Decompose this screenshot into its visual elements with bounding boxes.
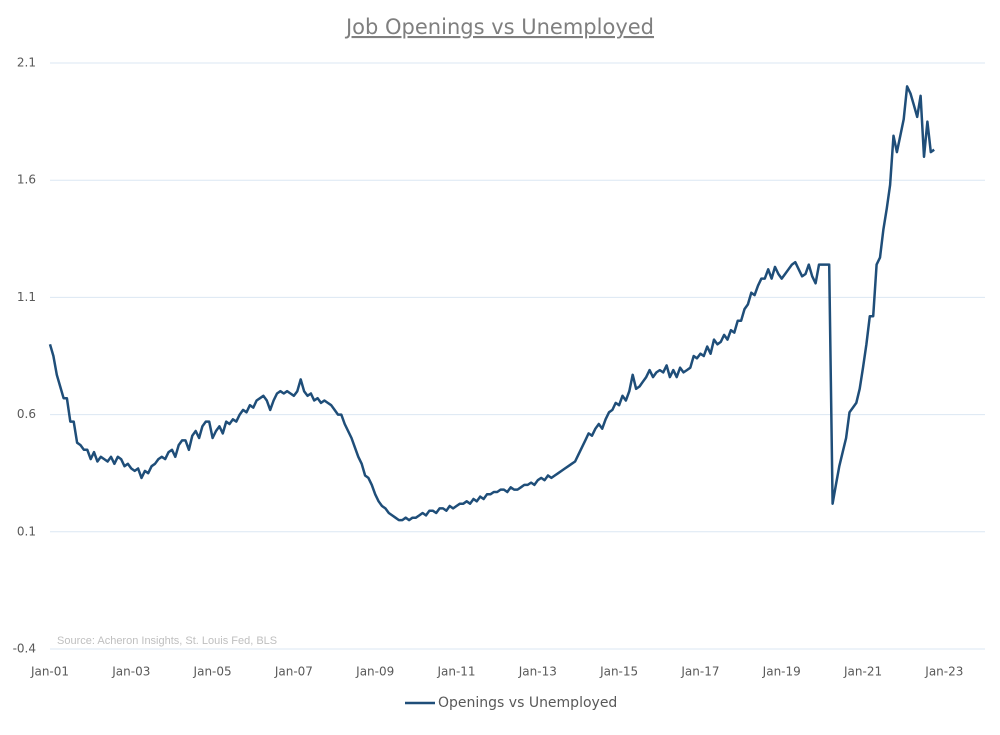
- x-tick-label: Jan-17: [680, 665, 719, 679]
- y-tick-label: 0.1: [17, 524, 36, 538]
- x-tick-label: Jan-23: [924, 665, 963, 679]
- x-tick-label: Jan-13: [518, 665, 557, 679]
- source-note: Source: Acheron Insights, St. Louis Fed,…: [57, 635, 277, 647]
- x-tick-label: Jan-19: [762, 665, 801, 679]
- y-tick-label: 1.1: [17, 290, 36, 304]
- x-tick-label: Jan-09: [355, 665, 394, 679]
- x-tick-label: Jan-03: [111, 665, 150, 679]
- chart-title: Job Openings vs Unemployed: [344, 15, 654, 39]
- y-tick-label: 0.6: [17, 407, 36, 421]
- y-tick-label: 2.1: [17, 56, 36, 70]
- x-tick-label: Jan-07: [274, 665, 313, 679]
- x-tick-label: Jan-15: [599, 665, 638, 679]
- y-tick-label: -0.4: [13, 642, 36, 656]
- x-tick-label: Jan-21: [843, 665, 882, 679]
- x-tick-label: Jan-05: [193, 665, 232, 679]
- y-tick-label: 1.6: [17, 173, 36, 187]
- legend-label: Openings vs Unemployed: [438, 695, 617, 711]
- x-tick-label: Jan-11: [436, 665, 475, 679]
- data-line: [48, 85, 935, 522]
- x-tick-label: Jan-01: [30, 665, 69, 679]
